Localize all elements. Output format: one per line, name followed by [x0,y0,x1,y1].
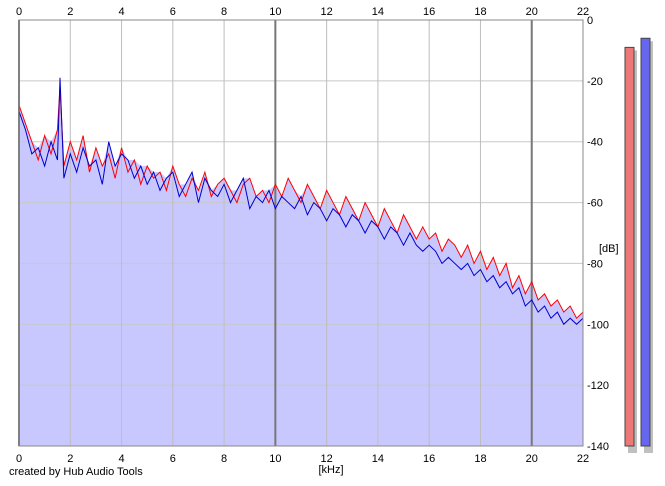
y-tick-label: -140 [587,441,609,453]
x-tick-label-top: 8 [221,6,227,18]
y-tick-label: -120 [587,380,609,392]
x-tick-label-top: 22 [577,6,589,18]
y-tick-label: -80 [587,258,603,270]
x-tick-label-top: 2 [67,6,73,18]
level-meter-left [624,46,635,447]
spectrum-area-fill [19,77,583,447]
x-tick-label-top: 20 [526,6,538,18]
y-tick-label: -40 [587,137,603,149]
x-tick-label-top: 6 [170,6,176,18]
x-tick-label-bottom: 12 [321,453,333,465]
series-line-2 [18,77,584,326]
y-axis-label: [dB] [599,243,619,255]
y-tick-label: -60 [587,198,603,210]
x-tick-label-bottom: 20 [526,453,538,465]
plot-border [18,19,584,447]
x-tick-label-top: 0 [16,6,22,18]
x-tick-label-bottom: 16 [423,453,435,465]
y-tick-label: -20 [587,76,603,88]
x-tick-label-top: 14 [372,6,384,18]
x-tick-label-top: 4 [118,6,124,18]
x-tick-label-bottom: 14 [372,453,384,465]
x-tick-label-bottom: 4 [118,453,124,465]
y-tick-label: 0 [587,15,593,27]
x-tick-label-bottom: 2 [67,453,73,465]
x-tick-label-bottom: 8 [221,453,227,465]
x-tick-label-bottom: 0 [16,453,22,465]
x-tick-label-top: 10 [269,6,281,18]
x-tick-label-bottom: 22 [577,453,589,465]
credit-text: created by Hub Audio Tools [9,466,143,478]
x-axis-label: [kHz] [318,464,343,476]
x-tick-label-top: 16 [423,6,435,18]
x-tick-label-top: 18 [474,6,486,18]
y-tick-label: -100 [587,319,609,331]
series-line-1 [18,86,584,320]
x-tick-label-bottom: 18 [474,453,486,465]
x-tick-label-bottom: 6 [170,453,176,465]
x-tick-label-bottom: 10 [269,453,281,465]
level-meter-right [640,37,651,447]
x-tick-label-top: 12 [321,6,333,18]
